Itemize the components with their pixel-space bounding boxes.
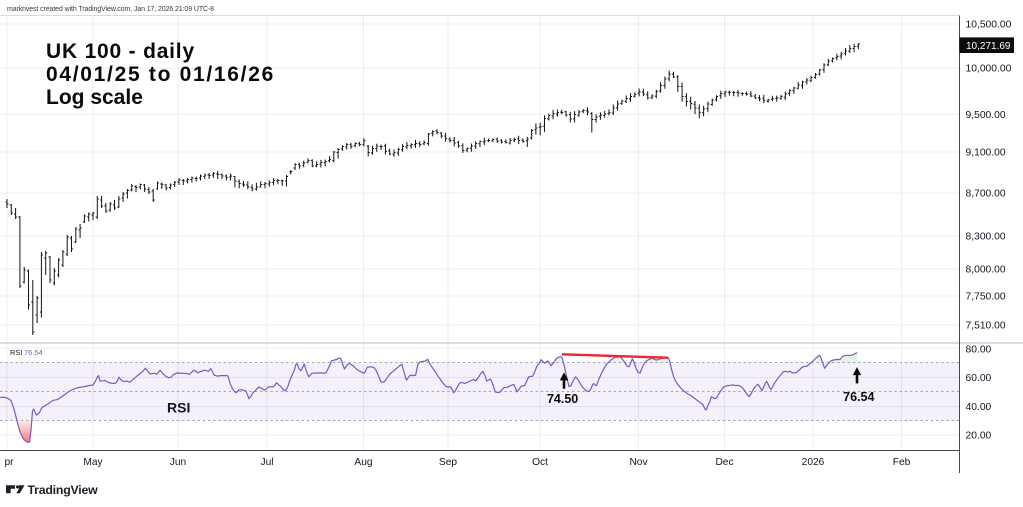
- svg-text:10,500.00: 10,500.00: [966, 20, 1012, 31]
- svg-text:40.00: 40.00: [966, 402, 992, 413]
- svg-text:RSI: RSI: [10, 348, 23, 357]
- svg-text:TradingView: TradingView: [28, 483, 99, 497]
- svg-text:76.54: 76.54: [843, 390, 874, 404]
- svg-text:Sep: Sep: [439, 457, 457, 468]
- svg-text:9,100.00: 9,100.00: [966, 148, 1006, 159]
- svg-text:May: May: [83, 457, 103, 468]
- svg-text:76.54: 76.54: [24, 348, 43, 357]
- svg-text:10,271.69: 10,271.69: [966, 41, 1011, 52]
- svg-text:UK 100 - daily: UK 100 - daily: [46, 40, 195, 63]
- svg-text:Feb: Feb: [893, 457, 911, 468]
- svg-text:Log scale: Log scale: [46, 86, 143, 109]
- svg-text:RSI: RSI: [167, 400, 190, 416]
- svg-text:markrivest created with Tradin: markrivest created with TradingView.com,…: [7, 6, 214, 13]
- svg-text:74.50: 74.50: [547, 392, 578, 406]
- svg-text:Aug: Aug: [354, 457, 372, 468]
- svg-text:Dec: Dec: [715, 457, 733, 468]
- svg-text:Jul: Jul: [260, 457, 273, 468]
- svg-text:Nov: Nov: [629, 457, 648, 468]
- svg-text:7,750.00: 7,750.00: [966, 292, 1006, 303]
- svg-text:10,000.00: 10,000.00: [966, 64, 1012, 75]
- svg-text:Jun: Jun: [170, 457, 186, 468]
- svg-text:pr: pr: [4, 457, 14, 468]
- svg-text:7,510.00: 7,510.00: [966, 321, 1006, 332]
- svg-text:8,700.00: 8,700.00: [966, 189, 1006, 200]
- svg-text:20.00: 20.00: [966, 431, 992, 442]
- svg-text:8,300.00: 8,300.00: [966, 232, 1006, 243]
- svg-text:04/01/25 to 01/16/26: 04/01/25 to 01/16/26: [46, 63, 275, 86]
- svg-text:Oct: Oct: [532, 457, 548, 468]
- svg-text:8,000.00: 8,000.00: [966, 265, 1006, 276]
- svg-text:60.00: 60.00: [966, 373, 992, 384]
- svg-text:80.00: 80.00: [966, 345, 992, 356]
- svg-text:2026: 2026: [802, 457, 825, 468]
- svg-text:9,500.00: 9,500.00: [966, 110, 1006, 121]
